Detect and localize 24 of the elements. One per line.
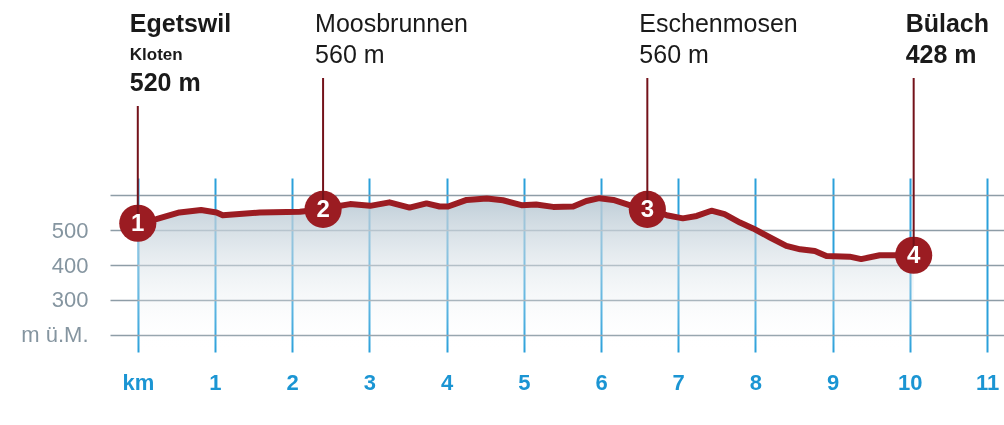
y-tick-label: m ü.M. [21, 322, 89, 348]
annotation: Eschenmosen 560 m [639, 9, 798, 68]
annotation: Moosbrunnen 560 m [315, 9, 468, 68]
x-tick-label: 6 [595, 369, 608, 395]
x-tick-label: 4 [440, 369, 454, 395]
x-tick-label: 9 [826, 369, 840, 395]
annotation: Bülach 428 m [905, 9, 990, 68]
x-tick-label: 11 [975, 369, 1000, 395]
y-tick-label: 400 [51, 252, 89, 278]
x-tick-label: 7 [672, 369, 685, 395]
y-tick-label: 500 [51, 217, 89, 243]
x-tick-label: 5 [518, 369, 531, 395]
annotation: 2 [316, 195, 330, 223]
annotation: Egetswil Kloten 520 m [129, 9, 232, 96]
annotation: 1 [131, 209, 145, 237]
x-tick-label: 10 [898, 369, 923, 395]
x-tick-label: km [122, 369, 155, 395]
x-tick-label: 2 [286, 369, 299, 395]
annotation: 4 [906, 241, 921, 269]
x-tick-label: 8 [749, 369, 763, 395]
annotation: 3 [640, 195, 655, 223]
x-tick-label: 1 [209, 369, 222, 395]
y-tick-label: 300 [51, 287, 89, 313]
x-tick-label: 3 [363, 369, 377, 395]
